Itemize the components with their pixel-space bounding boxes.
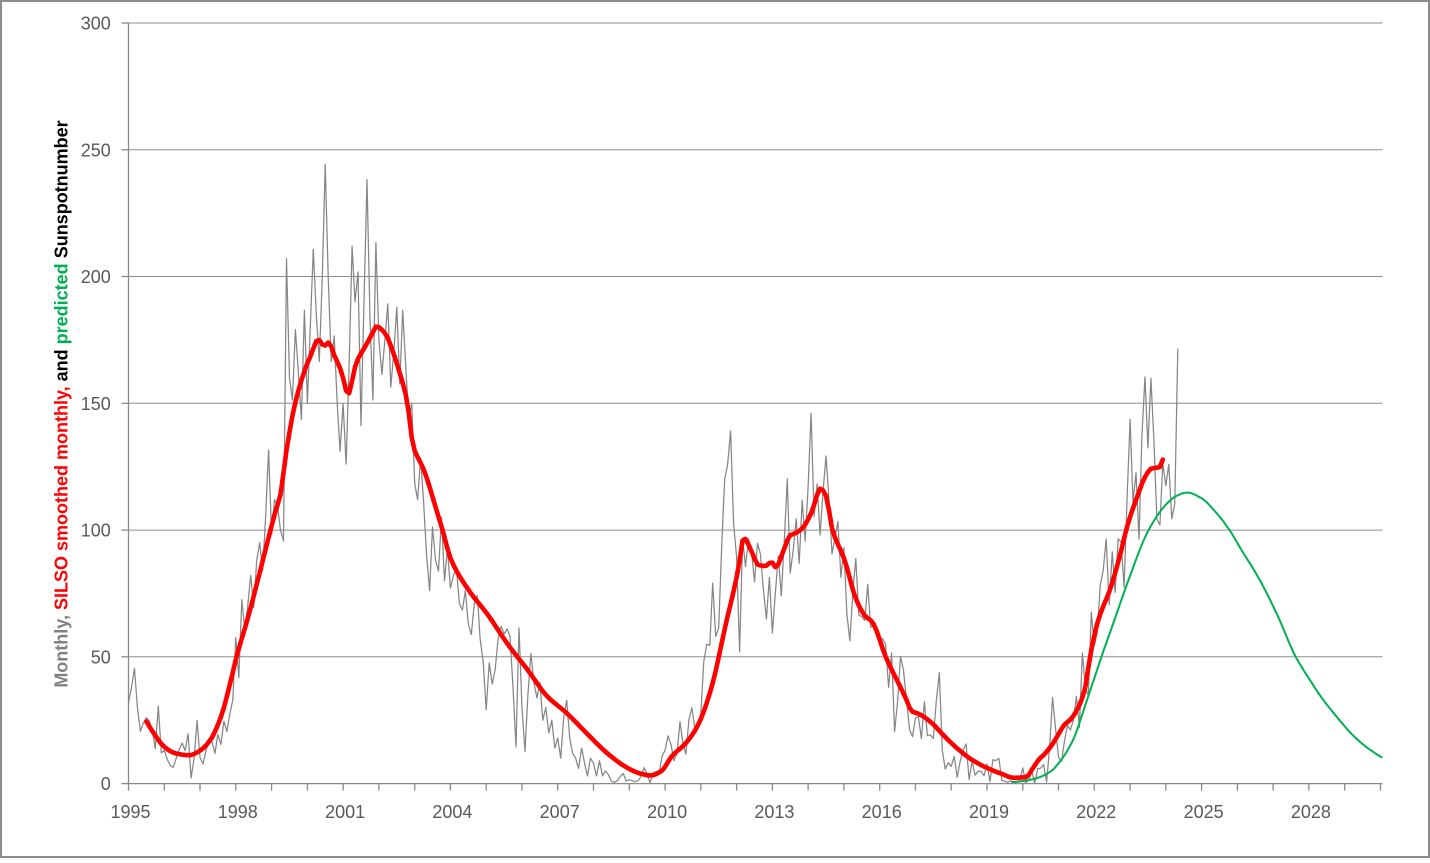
- svg-text:2010: 2010: [647, 802, 687, 822]
- svg-text:Monthly, SILSO smoothed monthl: Monthly, SILSO smoothed monthly, and pre…: [52, 120, 72, 687]
- svg-text:250: 250: [81, 140, 111, 160]
- svg-text:300: 300: [81, 14, 111, 34]
- svg-text:100: 100: [81, 521, 111, 541]
- svg-text:2016: 2016: [862, 802, 902, 822]
- svg-text:2028: 2028: [1291, 802, 1331, 822]
- svg-text:2025: 2025: [1184, 802, 1224, 822]
- svg-text:2013: 2013: [754, 802, 794, 822]
- svg-text:2019: 2019: [969, 802, 1009, 822]
- svg-text:200: 200: [81, 267, 111, 287]
- svg-text:0: 0: [101, 774, 111, 794]
- svg-text:150: 150: [81, 394, 111, 414]
- svg-text:2007: 2007: [540, 802, 580, 822]
- svg-text:2001: 2001: [325, 802, 365, 822]
- svg-text:1998: 1998: [218, 802, 258, 822]
- svg-text:2022: 2022: [1076, 802, 1116, 822]
- svg-text:50: 50: [91, 647, 111, 667]
- svg-text:2004: 2004: [432, 802, 472, 822]
- svg-text:1995: 1995: [110, 802, 150, 822]
